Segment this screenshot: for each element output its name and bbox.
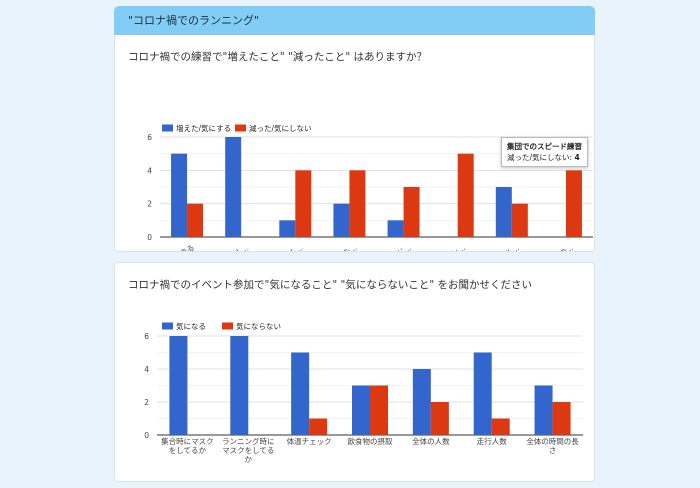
y-tick-label: 6 [144, 332, 149, 341]
x-tick-label: さ [549, 446, 557, 455]
survey-section: "コロナ禍でのランニング" コロナ禍での練習で"増えたこと" "減ったこと" は… [114, 6, 595, 252]
question-practice: コロナ禍での練習で"増えたこと" "減ったこと" はありますか？ [128, 51, 427, 63]
bar-1 [279, 220, 296, 237]
legend-label-1: 増えた/気にする [176, 123, 231, 133]
x-tick-label: 飲食物の摂取 [348, 436, 393, 446]
bar-1 [534, 385, 553, 435]
y-tick-label: 2 [147, 200, 152, 209]
x-tick-label: ランニング時に [222, 436, 274, 446]
x-tick-label: 友人と2人... [209, 242, 250, 251]
bar-1 [387, 220, 404, 237]
legend-label-2: 減った/気にしない [249, 123, 312, 133]
x-tick-label: トレイル... [484, 243, 521, 251]
bar-2 [491, 418, 510, 435]
section-header: "コロナ禍でのランニング" [114, 6, 595, 35]
bar-2 [457, 153, 474, 237]
legend-label-1: 気になる [176, 321, 206, 331]
x-tick-label: 友人と5人... [263, 242, 304, 251]
x-tick-label: をしてるか [169, 446, 207, 455]
y-tick-label: 0 [147, 233, 152, 242]
y-tick-label: 2 [144, 398, 149, 407]
x-tick-label: マスクをしてる [222, 446, 274, 455]
bar-2 [430, 402, 449, 435]
x-tick-label: か [245, 455, 253, 464]
bar-1 [412, 369, 431, 435]
bar-2 [349, 170, 366, 237]
x-tick-label: 全体の時間の長 [526, 436, 579, 446]
bar-2 [552, 402, 571, 435]
legend-swatch-2 [235, 124, 246, 132]
x-tick-label: 体温チェック [287, 436, 332, 446]
bar-1 [473, 352, 492, 435]
bar-1 [171, 153, 188, 237]
bar-1 [225, 137, 242, 237]
tooltip-title: 集団でのスピード練習 [507, 142, 582, 151]
bar-2 [295, 170, 312, 237]
chart-card-practice: コロナ禍での練習で"増えたこと" "減ったこと" はありますか？ 増えた/気にす… [114, 35, 595, 252]
x-tick-label: 集団での... [538, 242, 575, 251]
y-tick-label: 4 [144, 365, 149, 374]
bar-2 [511, 203, 528, 237]
bar-2 [370, 385, 388, 435]
x-tick-label: 街ランを... [321, 242, 358, 251]
tooltip-value: 4 [574, 153, 580, 162]
legend-swatch-1 [162, 322, 173, 330]
x-tick-label: 1人で走る [161, 243, 196, 251]
x-tick-label: スピード... [376, 243, 413, 251]
x-tick-label: 集合時にマスク [161, 436, 214, 446]
legend-label-2: 気にならない [236, 321, 281, 331]
chart-tooltip: 集団でのスピード練習 減った/気にしない: 4 [501, 137, 588, 167]
legend-swatch-2 [222, 322, 233, 330]
legend-swatch-1 [162, 124, 173, 132]
y-tick-label: 4 [147, 166, 152, 175]
y-tick-label: 0 [144, 431, 149, 440]
bar-1 [169, 336, 188, 435]
bar-2 [309, 418, 328, 435]
bar-2 [403, 187, 420, 237]
bar-1 [352, 385, 370, 435]
x-tick-label: 走行人数 [477, 436, 507, 446]
bar-1 [333, 203, 350, 237]
question-event: コロナ禍でのイベント参加で"気になること" "気にならないこと" をお聞かせくだ… [128, 279, 532, 291]
x-tick-label: 全体の人数 [412, 436, 450, 446]
bar-1 [230, 336, 249, 435]
x-tick-label: 食ペラン... [430, 242, 467, 251]
y-tick-label: 6 [147, 133, 152, 142]
tooltip-label: 減った/気にしない: [507, 153, 573, 162]
bar-2 [565, 170, 582, 237]
section-title: "コロナ禍でのランニング" [128, 14, 260, 27]
bar-1 [495, 187, 512, 237]
bar-2 [187, 203, 204, 237]
chart-card-event: コロナ禍でのイベント参加で"気になること" "気にならないこと" をお聞かせくだ… [114, 262, 595, 482]
bar-1 [291, 352, 310, 435]
